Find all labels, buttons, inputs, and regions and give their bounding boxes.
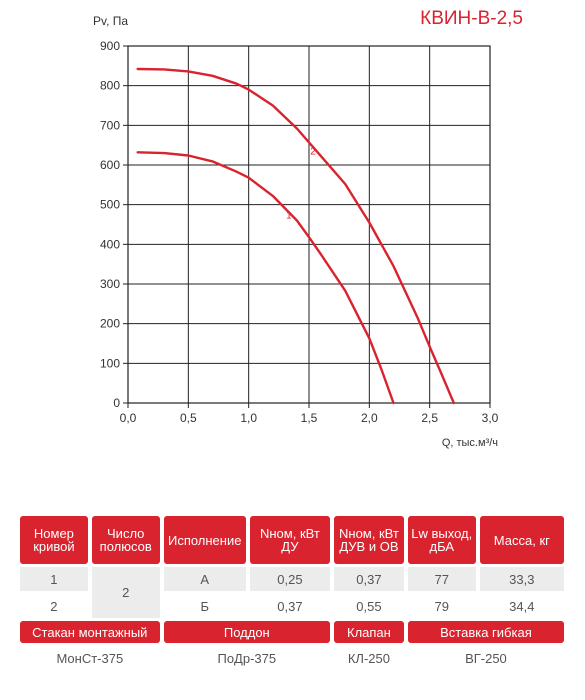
header-flexible-insert: Вставка гибкая (407, 621, 564, 643)
y-tick-label: 300 (100, 277, 120, 291)
value-mounting-cup: МонСт-375 (20, 646, 160, 670)
header-poles: Число полюсов (91, 516, 160, 564)
cell-poles: 2 (91, 567, 160, 618)
chart-grid (123, 45, 491, 408)
accessory-value-row: МонСт-375 ПоДр-375 КЛ-250 ВГ-250 (20, 646, 564, 670)
chart-ticks: 0,0 0,5 1,0 1,5 2,0 2,5 3,0 0 100 200 300 400 500 600… (100, 39, 499, 425)
x-tick-label: 1,0 (240, 411, 257, 425)
y-tick-label: 900 (100, 39, 120, 53)
cell-power-duv: 0,37 (333, 567, 404, 591)
header-power-duv: Nном, кВт ДУВ и ОВ (333, 516, 404, 564)
y-axis-label: Pv, Па (93, 14, 128, 28)
cell-power-du: 0,37 (249, 594, 330, 618)
y-tick-label: 200 (100, 317, 120, 331)
accessory-header-row: Стакан монтажный Поддон Клапан Вставка г… (20, 621, 564, 643)
x-tick-label: 0,5 (180, 411, 197, 425)
performance-chart: 12 0,0 0,5 1,0 1,5 2,0 2,5 3,00100200300400500… (93, 14, 499, 449)
header-mounting-cup: Стакан монтажный (20, 621, 160, 643)
cell-curve: 2 (20, 594, 88, 618)
y-tick-label: 500 (100, 198, 120, 212)
cell-mass: 33,3 (479, 567, 564, 591)
x-tick-label: 2,0 (361, 411, 378, 425)
x-tick-label: 0,0 (120, 411, 137, 425)
cell-lw: 77 (407, 567, 476, 591)
cell-lw: 79 (407, 594, 476, 618)
value-tray: ПоДр-375 (163, 646, 330, 670)
x-tick-label: 1,5 (301, 411, 318, 425)
table-row: 2 Б 0,37 0,55 79 34,4 (20, 594, 564, 618)
value-valve: КЛ-250 (333, 646, 404, 670)
x-tick-label: 3,0 (482, 411, 499, 425)
curve-2 (136, 67, 455, 405)
cell-power-duv: 0,55 (333, 594, 404, 618)
table-header-row: Номер кривой Число полюсов Исполнение Nн… (20, 516, 564, 564)
cell-mass: 34,4 (479, 594, 564, 618)
curve-label-2: 2 (310, 146, 316, 157)
cell-version: Б (163, 594, 246, 618)
y-tick-label: 800 (100, 79, 120, 93)
curve-label-1: 1 (286, 211, 292, 222)
header-curve-number: Номер кривой (20, 516, 88, 564)
x-tick-label: 2,5 (421, 411, 438, 425)
y-tick-label: 600 (100, 158, 120, 172)
cell-power-du: 0,25 (249, 567, 330, 591)
model-title: КВИН-В-2,5 (420, 8, 523, 29)
header-lw: Lw выход, дБА (407, 516, 476, 564)
header-valve: Клапан (333, 621, 404, 643)
x-axis-label: Q, тыс.м³/ч (442, 437, 498, 449)
table-row: 1 2 А 0,25 0,37 77 33,3 (20, 567, 564, 618)
header-power-du: Nном, кВт ДУ (249, 516, 330, 564)
cell-curve: 1 (20, 567, 88, 591)
header-mass: Масса, кг (479, 516, 564, 564)
specs-table: Номер кривой Число полюсов Исполнение Nн… (16, 513, 568, 673)
y-tick-label: 700 (100, 118, 120, 132)
y-tick-label: 100 (100, 356, 120, 370)
value-flexible-insert: ВГ-250 (407, 646, 564, 670)
header-tray: Поддон (163, 621, 330, 643)
y-tick-label: 0 (113, 396, 120, 410)
y-tick-label: 400 (100, 237, 120, 251)
header-version: Исполнение (163, 516, 246, 564)
chart-curves: 12 (136, 67, 455, 405)
cell-version: А (163, 567, 246, 591)
curve-1 (136, 151, 395, 405)
